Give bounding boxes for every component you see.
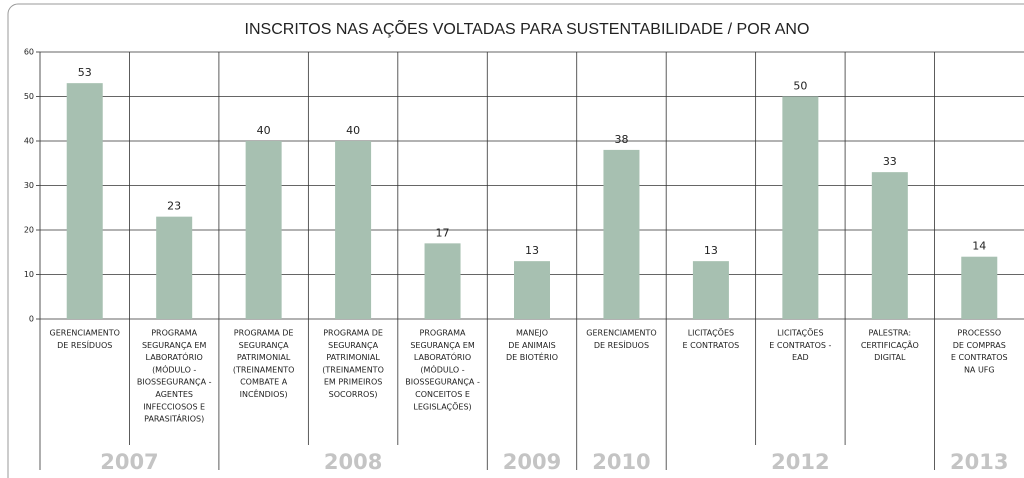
x-tick-label: (MÓDULO -	[152, 363, 196, 374]
y-tick-label: 0	[29, 315, 34, 324]
x-tick-label: PARASITÁRIOS)	[144, 413, 204, 424]
bar	[782, 96, 819, 319]
x-tick-label: SEGURANÇA EM	[142, 341, 207, 350]
x-tick-label: LICITAÇÕES	[777, 327, 823, 338]
value-label: 13	[704, 244, 718, 257]
value-label: 50	[793, 80, 807, 93]
bar	[245, 141, 282, 319]
y-tick-label: 10	[24, 270, 34, 279]
x-tick-label: BIOSSEGURANÇA -	[405, 378, 480, 387]
x-tick-label: MANEJO	[516, 329, 548, 338]
y-tick-label: 60	[24, 48, 34, 57]
bar	[335, 141, 372, 319]
year-label: 2010	[592, 450, 650, 474]
y-tick-label: 40	[24, 137, 34, 146]
x-tick-label: DIGITAL	[874, 353, 906, 362]
bar	[692, 261, 729, 319]
x-tick-label: DE BIOTÉRIO	[506, 351, 558, 362]
x-tick-label: NA UFG	[964, 365, 995, 374]
x-tick-label: (TREINAMENTO	[322, 365, 384, 374]
x-tick-label: E CONTRATOS	[951, 353, 1008, 362]
x-tick-label: PROGRAMA	[151, 329, 197, 338]
x-tick-label: SEGURANÇA	[239, 341, 289, 350]
value-label: 40	[346, 124, 360, 137]
value-label: 33	[883, 155, 897, 168]
year-label: 2008	[324, 450, 382, 474]
x-tick-label: LICITAÇÕES	[688, 327, 734, 338]
bar	[871, 172, 908, 319]
bar	[961, 256, 998, 319]
year-label: 2012	[771, 450, 829, 474]
x-tick-label: (MÓDULO -	[420, 363, 464, 374]
x-tick-label: LEGISLAÇÕES)	[413, 400, 471, 411]
x-tick-label: CERTIFICAÇÃO	[861, 340, 919, 350]
value-label: 53	[78, 66, 92, 79]
x-tick-label: COMBATE A	[240, 378, 288, 387]
year-label: 2007	[100, 450, 158, 474]
x-tick-label: E CONTRATOS	[683, 341, 740, 350]
x-tick-label: SEGURANÇA	[328, 341, 378, 350]
x-tick-label: DE RESÍDUOS	[594, 339, 649, 350]
x-tick-label: EAD	[792, 353, 809, 362]
bar	[156, 216, 193, 319]
y-tick-label: 30	[24, 181, 34, 190]
year-label: 2013	[950, 450, 1008, 474]
x-tick-label: E CONTRATOS -	[769, 341, 831, 350]
x-tick-label: PROGRAMA DE	[323, 329, 383, 338]
x-tick-label: PALESTRA:	[869, 329, 912, 338]
value-label: 14	[972, 240, 986, 253]
value-label: 17	[436, 226, 450, 239]
x-tick-label: DE RESÍDUOS	[57, 339, 112, 350]
y-tick-label: 20	[24, 226, 34, 235]
bar	[66, 83, 103, 320]
value-label: 40	[257, 124, 271, 137]
x-tick-label: CONCEITOS E	[415, 390, 470, 399]
bar	[603, 149, 640, 319]
x-tick-label: PATRIMONIAL	[237, 353, 291, 362]
x-tick-label: SOCORROS)	[329, 390, 378, 399]
x-tick-label: (TREINAMENTO	[233, 365, 295, 374]
x-tick-label: PROGRAMA	[420, 329, 466, 338]
x-tick-label: DE ANIMAIS	[508, 341, 555, 350]
chart-title: INSCRITOS NAS AÇÕES VOLTADAS PARA SUSTEN…	[245, 18, 810, 38]
year-label: 2009	[503, 450, 561, 474]
value-label: 13	[525, 244, 539, 257]
x-tick-label: AGENTES	[155, 390, 193, 399]
x-tick-label: GERENCIAMENTO	[50, 329, 120, 338]
x-tick-label: EM PRIMEIROS	[324, 378, 383, 387]
x-tick-label: PROGRAMA DE	[234, 329, 294, 338]
x-tick-label: GERENCIAMENTO	[586, 329, 656, 338]
x-tick-label: DE COMPRAS	[953, 341, 1006, 350]
x-tick-label: PROCESSO	[957, 329, 1001, 338]
x-tick-label: INCÊNDIOS)	[240, 388, 288, 399]
bar	[514, 261, 550, 319]
frame	[7, 3, 1024, 478]
x-tick-label: PATRIMONIAL	[326, 353, 380, 362]
value-label: 23	[167, 200, 181, 213]
bar	[424, 243, 461, 319]
x-tick-label: LABORATÓRIO	[414, 351, 471, 362]
x-tick-label: SEGURANÇA EM	[410, 341, 475, 350]
x-tick-label: INFECCIOSOS E	[143, 402, 205, 411]
x-tick-label: LABORATÓRIO	[146, 351, 203, 362]
y-tick-label: 50	[24, 92, 34, 101]
value-label: 38	[614, 133, 628, 146]
x-tick-label: BIOSSEGURANÇA -	[137, 378, 212, 387]
